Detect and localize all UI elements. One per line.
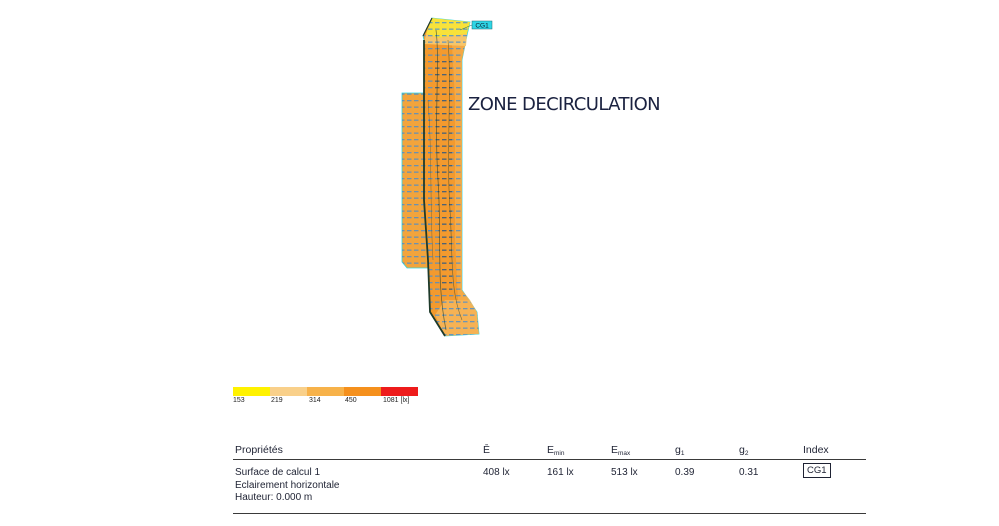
value-e-min: 161 lx — [547, 467, 574, 478]
header-g1: g1 — [675, 444, 685, 457]
surface-description: Surface de calcul 1 Eclairement horizont… — [235, 467, 340, 505]
legend-swatch — [307, 387, 344, 396]
value-e-max: 513 lx — [611, 467, 638, 478]
legend-color-bar — [233, 387, 418, 396]
calculation-surface-plan: CG1 — [401, 17, 493, 337]
properties-header-row: Propriétés Ē Emin Emax g1 g2 Index — [233, 442, 866, 460]
legend-label: 1081 [lx] — [383, 397, 410, 404]
legend-swatch — [270, 387, 307, 396]
surface-type: Eclairement horizontale — [235, 479, 340, 491]
index-badge: CG1 — [803, 463, 831, 478]
header-g2: g2 — [739, 444, 749, 457]
corridor-dark-values — [434, 60, 452, 290]
legend-swatch — [344, 387, 381, 396]
legend-swatch — [381, 387, 418, 396]
value-index: CG1 — [803, 463, 831, 478]
value-e-avg: 408 lx — [483, 467, 510, 478]
wall-edge — [423, 40, 446, 337]
iso-line — [427, 99, 434, 261]
wall-edge-upper — [422, 17, 433, 37]
surface-name: Surface de calcul 1 — [235, 467, 321, 478]
legend-label: 219 — [271, 397, 283, 404]
zone-title: ZONE DECIRCULATION — [468, 94, 661, 115]
header-e-avg: Ē — [483, 444, 491, 456]
legend-label: 314 — [309, 397, 321, 404]
header-e-max: Emax — [611, 444, 631, 457]
value-g2: 0.31 — [739, 467, 759, 478]
illuminance-legend: 153 219 314 450 1081 [lx] — [233, 387, 418, 409]
legend-label: 153 — [233, 397, 245, 404]
header-e-min: Emin — [547, 444, 565, 457]
iso-line — [435, 29, 447, 331]
legend-swatch — [233, 387, 270, 396]
side-panel-values — [402, 93, 430, 268]
surface-height: Hauteur: 0.000 m — [235, 492, 313, 503]
properties-table: Propriétés Ē Emin Emax g1 g2 Index Surfa… — [233, 442, 866, 516]
index-tag-leader — [459, 24, 473, 31]
iso-line — [447, 39, 463, 321]
index-tag-label: CG1 — [475, 23, 489, 30]
value-g1: 0.39 — [675, 467, 695, 478]
table-bottom-rule — [233, 513, 866, 514]
legend-labels: 153 219 314 450 1081 [lx] — [233, 397, 418, 409]
header-index: Index — [803, 444, 829, 456]
header-properties: Propriétés — [235, 444, 283, 456]
legend-label: 450 — [345, 397, 357, 404]
